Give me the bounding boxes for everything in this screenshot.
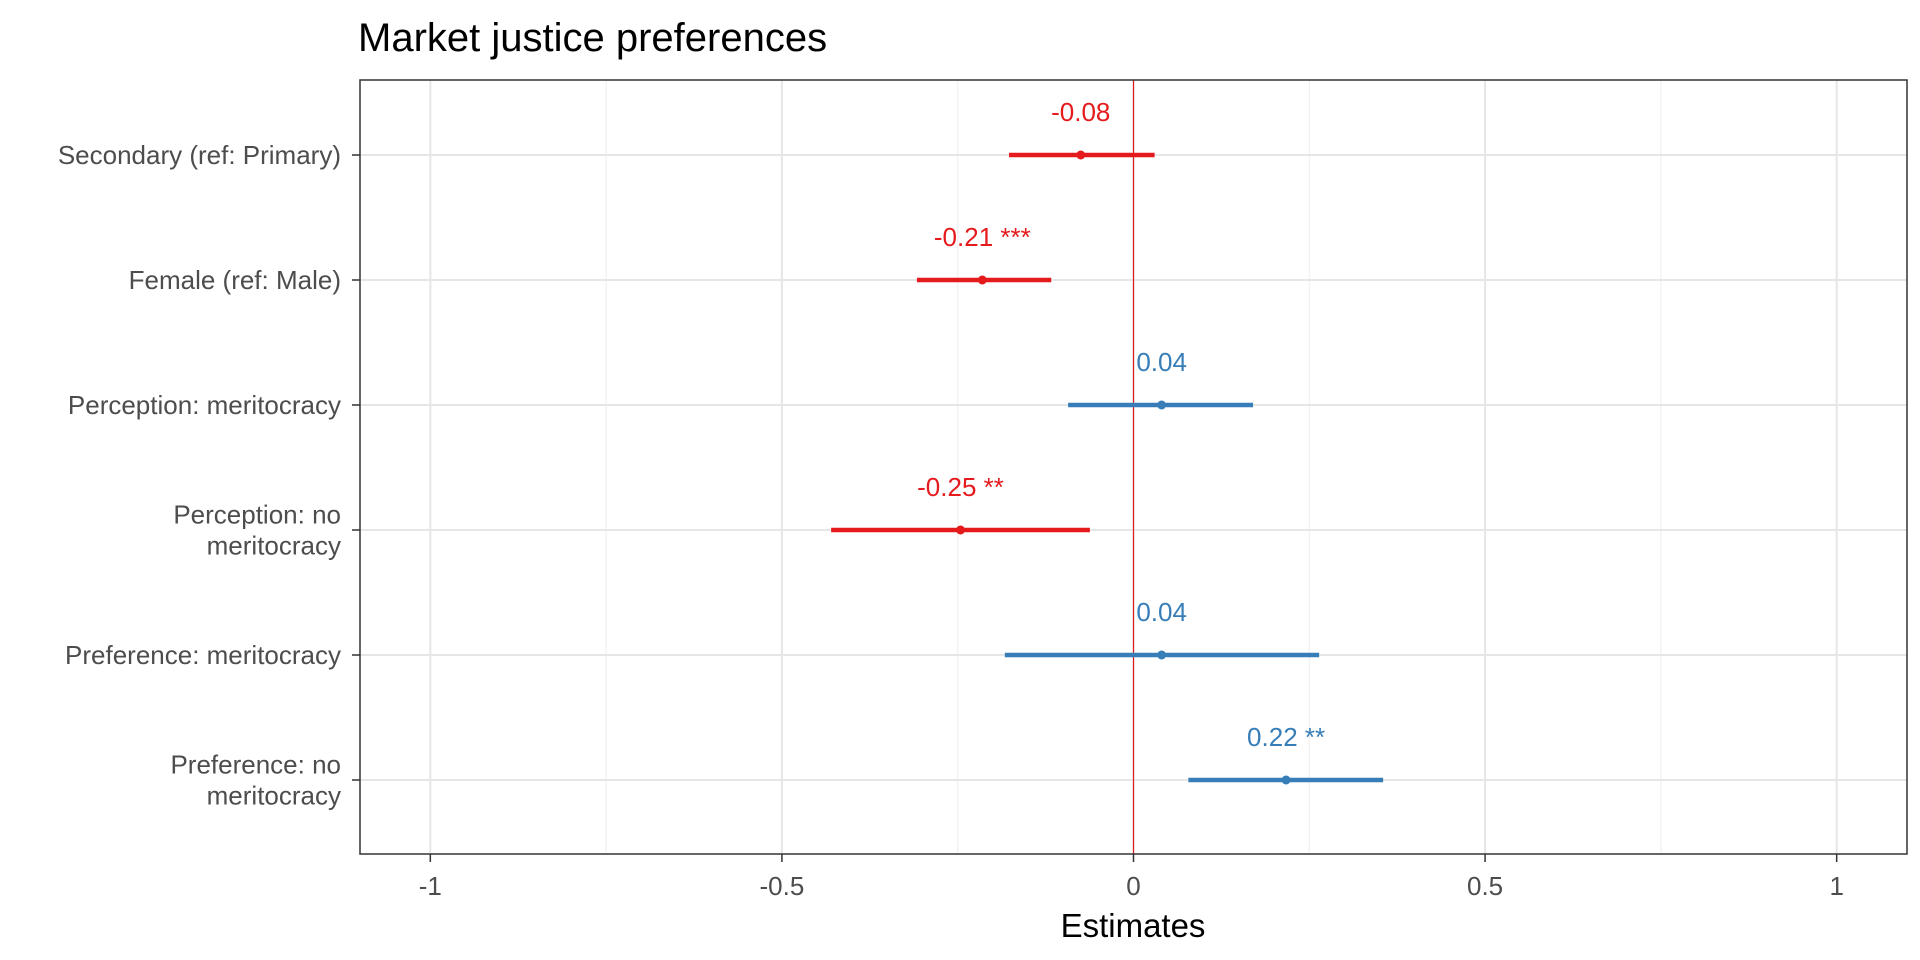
estimate-label: 0.22 ** xyxy=(1247,722,1325,752)
estimate-label: -0.25 ** xyxy=(917,472,1004,502)
x-tick-label: 1 xyxy=(1829,871,1843,901)
estimate-point xyxy=(1157,650,1167,660)
y-tick-label: Preference: meritocracy xyxy=(65,640,341,670)
estimate-point xyxy=(1281,775,1291,785)
estimate-label: 0.04 xyxy=(1136,597,1187,627)
y-tick-label: Preference: no meritocracy xyxy=(170,750,341,811)
y-tick-label: Perception: no meritocracy xyxy=(173,500,341,561)
x-tick-label: -1 xyxy=(419,871,442,901)
chart-title: Market justice preferences xyxy=(358,16,827,60)
x-tick-label: 0.5 xyxy=(1467,871,1503,901)
y-tick-label: Female (ref: Male) xyxy=(129,265,341,295)
y-tick-label: Secondary (ref: Primary) xyxy=(58,140,341,170)
x-axis-title: Estimates xyxy=(1061,907,1206,944)
y-axis: Secondary (ref: Primary) Female (ref: Mal… xyxy=(58,140,360,811)
estimate-point xyxy=(1076,150,1086,160)
estimate-point xyxy=(977,275,987,285)
estimate-label: -0.08 xyxy=(1051,97,1110,127)
y-tick-label: Perception: meritocracy xyxy=(68,390,341,420)
estimate-label: -0.21 *** xyxy=(934,222,1031,252)
x-tick-label: -0.5 xyxy=(760,871,805,901)
estimate-marks: -0.08 -0.21 *** 0.04 -0.25 ** 0.04 0.22 ** xyxy=(831,97,1384,785)
estimate-point xyxy=(1157,400,1167,410)
estimate-label: 0.04 xyxy=(1136,347,1187,377)
estimate-point xyxy=(956,525,966,535)
x-tick-label: 0 xyxy=(1126,871,1140,901)
x-axis: -1 -0.5 0 0.5 1 xyxy=(419,854,1844,901)
